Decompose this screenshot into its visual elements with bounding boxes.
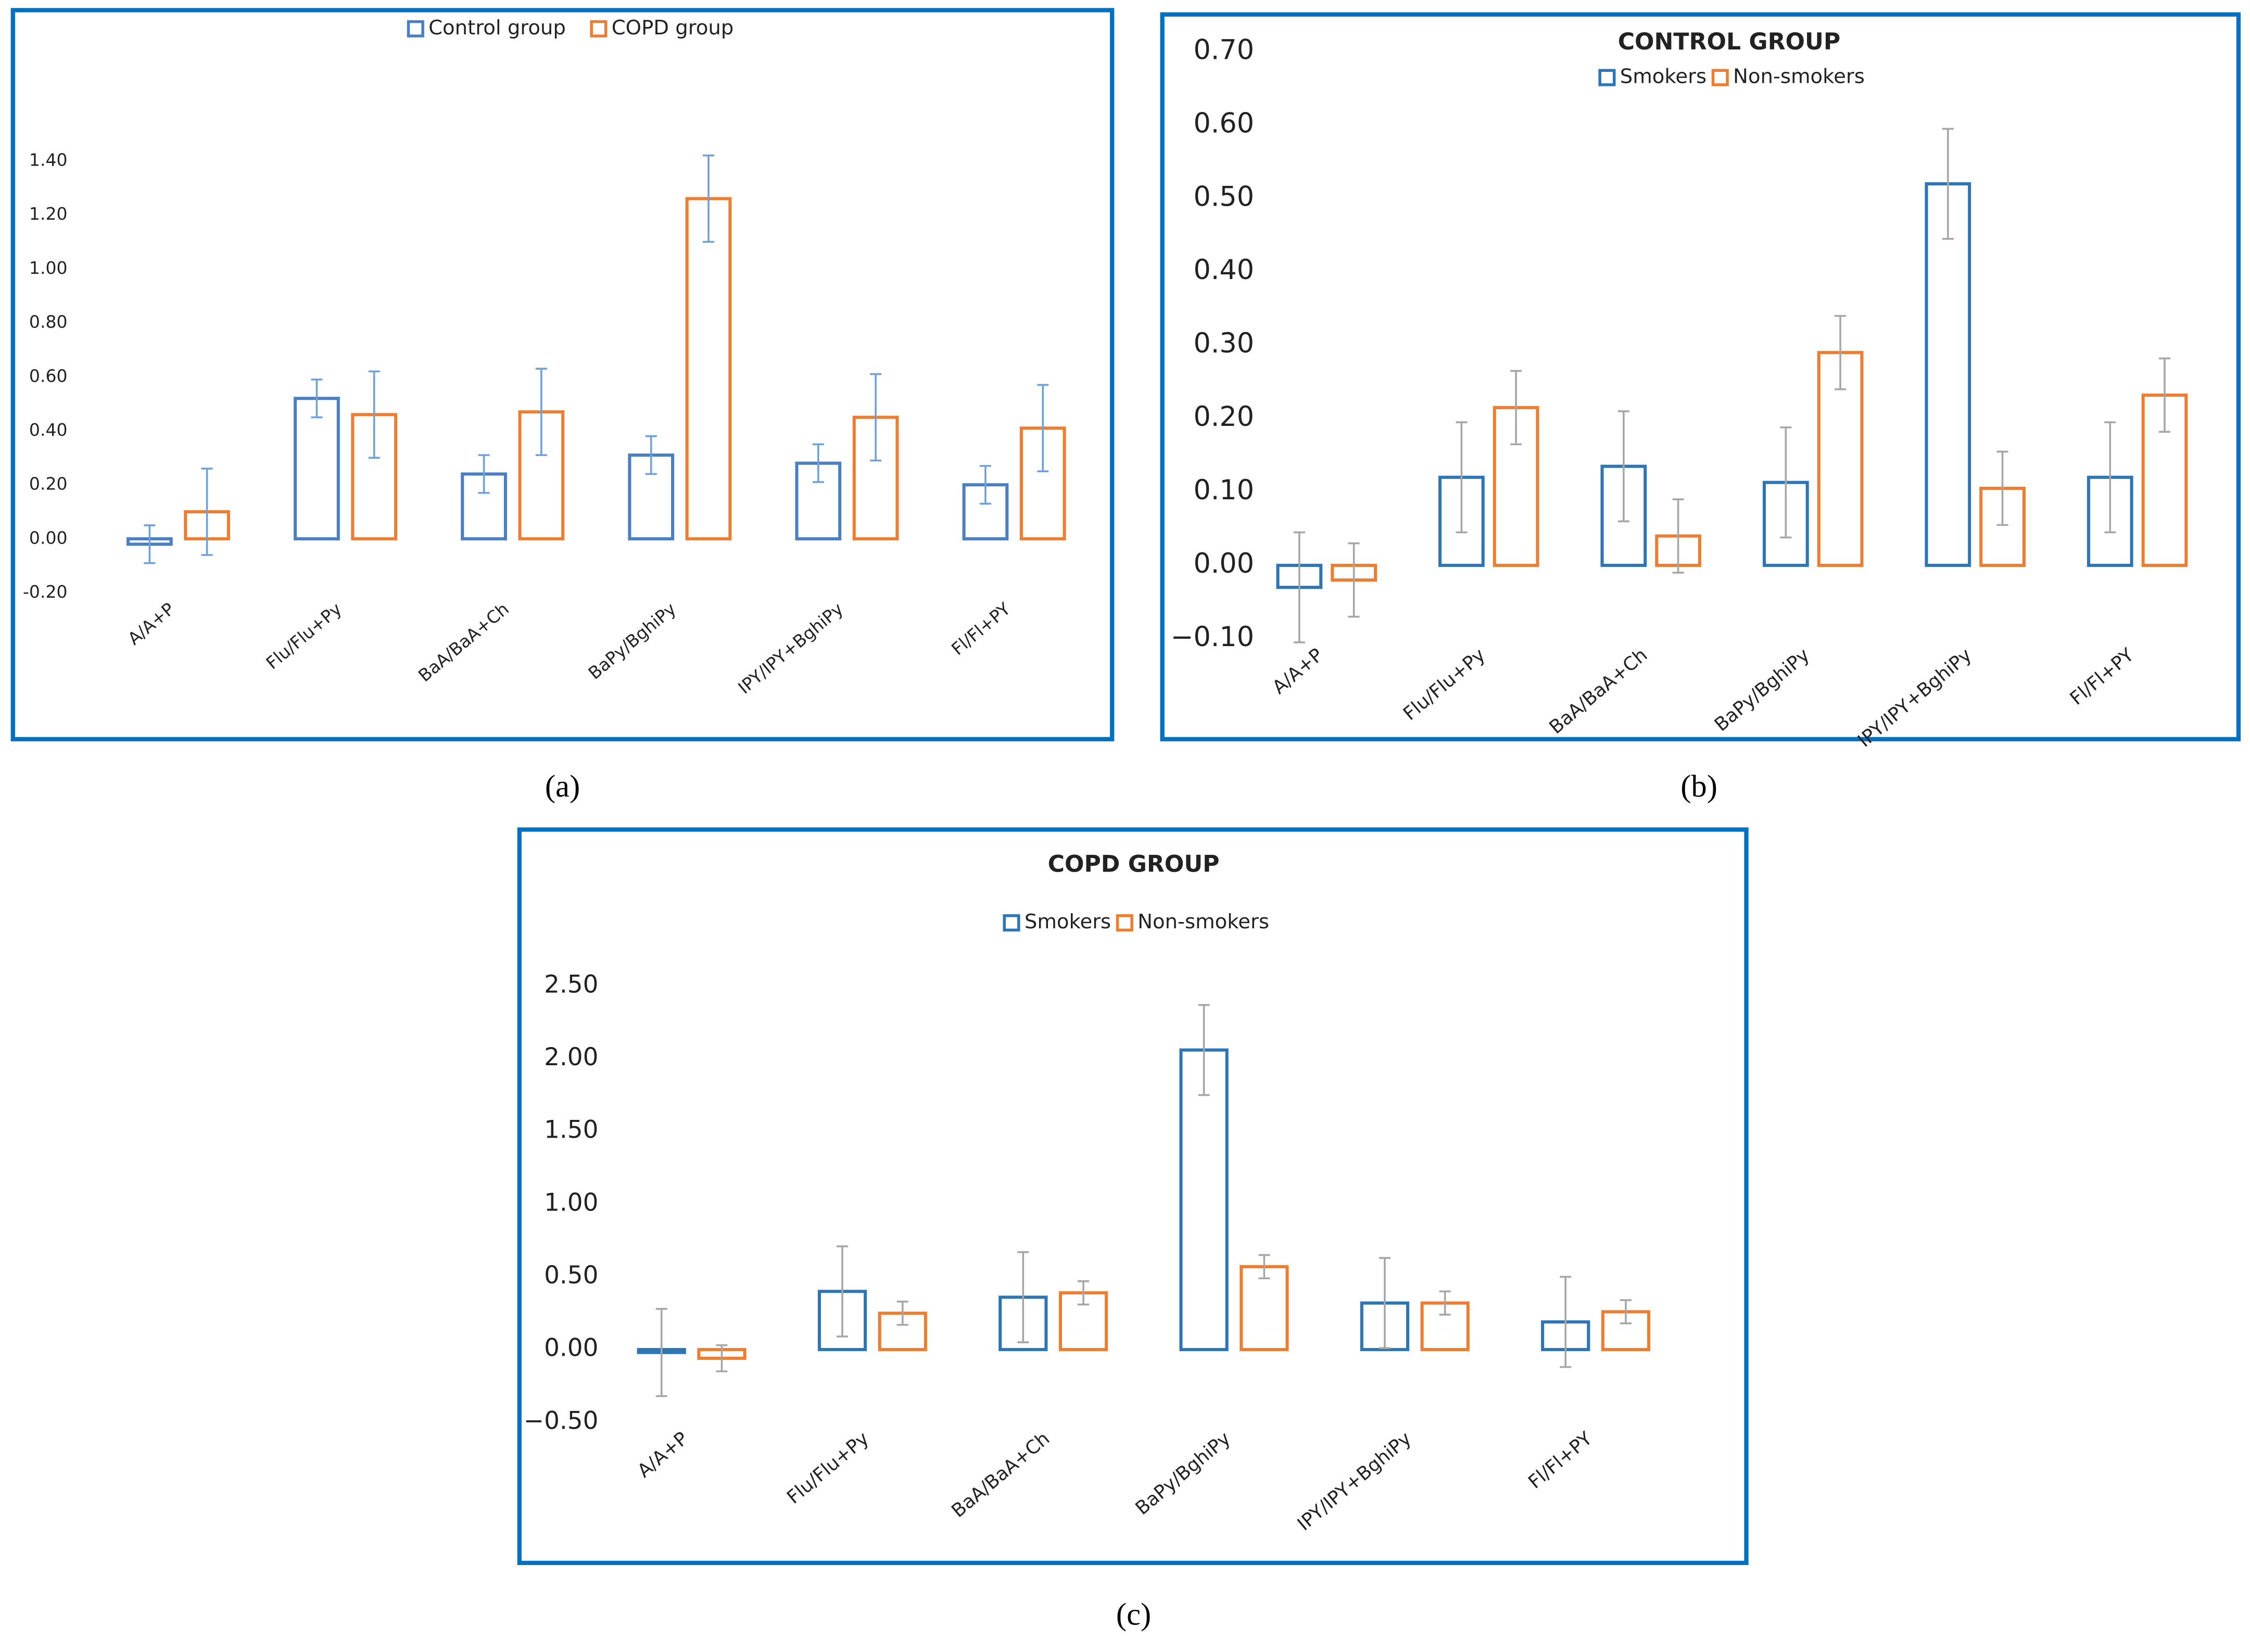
panel-caption: (c)	[1116, 1597, 1151, 1632]
x-tick-label: A/A+P	[1269, 645, 1328, 699]
x-tick-label: BaPy/BghiPy	[1711, 645, 1814, 736]
x-tick-label: Fl/Fl+PY	[1524, 1428, 1596, 1493]
y-tick-label: 1.00	[29, 258, 68, 278]
y-tick-label: 0.80	[29, 312, 68, 332]
y-tick-label: 1.00	[544, 1189, 598, 1217]
legend-label: COPD group	[612, 16, 734, 40]
x-tick-label: BaPy/BghiPy	[584, 599, 680, 684]
legend-label: Smokers	[1025, 910, 1111, 934]
x-tick-label: BaA/BaA+Ch	[947, 1428, 1054, 1521]
y-tick-label: 0.10	[1193, 474, 1254, 506]
legend-swatch	[1116, 914, 1133, 932]
x-tick-label: IPY/IPY+BghiPy	[734, 599, 847, 698]
x-tick-label: BaA/BaA+Ch	[1545, 645, 1651, 738]
y-tick-label: 0.40	[29, 420, 68, 440]
y-tick-label: 0.20	[1193, 401, 1254, 433]
y-tick-label: −0.50	[524, 1407, 599, 1435]
y-tick-label: -0.20	[23, 582, 68, 602]
y-tick-label: 0.30	[1193, 327, 1254, 359]
panel-frame	[10, 8, 1115, 741]
y-tick-label: 2.50	[544, 970, 598, 999]
panel-caption: (a)	[545, 769, 580, 804]
chart-title: CONTROL GROUP	[1618, 29, 1840, 55]
x-tick-label: Fl/Fl+PY	[2066, 644, 2138, 709]
x-tick-label: IPY/IPY+BghiPy	[1854, 645, 1976, 752]
legend-swatch	[407, 20, 424, 37]
legend-label: Non-smokers	[1733, 65, 1865, 89]
legend-label: Non-smokers	[1137, 910, 1269, 934]
bar	[1925, 182, 1971, 567]
bar	[685, 197, 732, 540]
bar	[294, 397, 340, 540]
y-tick-label: 0.00	[544, 1334, 598, 1363]
x-tick-label: Fl/Fl+PY	[947, 598, 1015, 659]
y-tick-label: 1.40	[29, 149, 68, 170]
x-tick-label: A/A+P	[124, 599, 179, 649]
x-tick-label: A/A+P	[634, 1428, 692, 1482]
y-tick-label: 0.20	[29, 474, 68, 494]
panel-frame	[1160, 12, 2241, 741]
y-tick-label: 0.60	[29, 365, 68, 386]
y-tick-label: 1.20	[29, 204, 68, 224]
x-tick-label: Flu/Flu+Py	[262, 599, 345, 673]
y-tick-label: 0.50	[544, 1262, 598, 1290]
x-tick-label: IPY/IPY+BghiPy	[1294, 1428, 1415, 1535]
legend-label: Smokers	[1620, 65, 1707, 89]
panel-caption: (b)	[1680, 769, 1717, 804]
x-tick-label: BaPy/BghiPy	[1132, 1428, 1235, 1519]
legend-swatch	[1711, 69, 1729, 86]
x-tick-label: Flu/Flu+Py	[1399, 645, 1489, 725]
panel-frame	[517, 827, 1749, 1566]
legend-swatch	[1003, 914, 1020, 932]
x-tick-label: BaA/BaA+Ch	[414, 599, 513, 686]
y-tick-label: 1.50	[544, 1116, 598, 1144]
legend-swatch	[590, 20, 608, 37]
legend-label: Control group	[428, 16, 566, 40]
legend-swatch	[1598, 69, 1616, 86]
y-tick-label: 0.70	[1193, 34, 1254, 66]
y-tick-label: 0.40	[1193, 254, 1254, 286]
y-tick-label: 0.00	[1193, 548, 1254, 579]
y-tick-label: 0.00	[29, 527, 68, 548]
y-tick-label: −0.10	[1171, 621, 1254, 653]
x-tick-label: Flu/Flu+Py	[783, 1428, 873, 1508]
y-tick-label: 0.50	[1193, 181, 1254, 212]
y-tick-label: 0.60	[1193, 107, 1254, 139]
y-tick-label: 2.00	[544, 1043, 598, 1071]
chart-title: COPD GROUP	[1048, 851, 1220, 877]
